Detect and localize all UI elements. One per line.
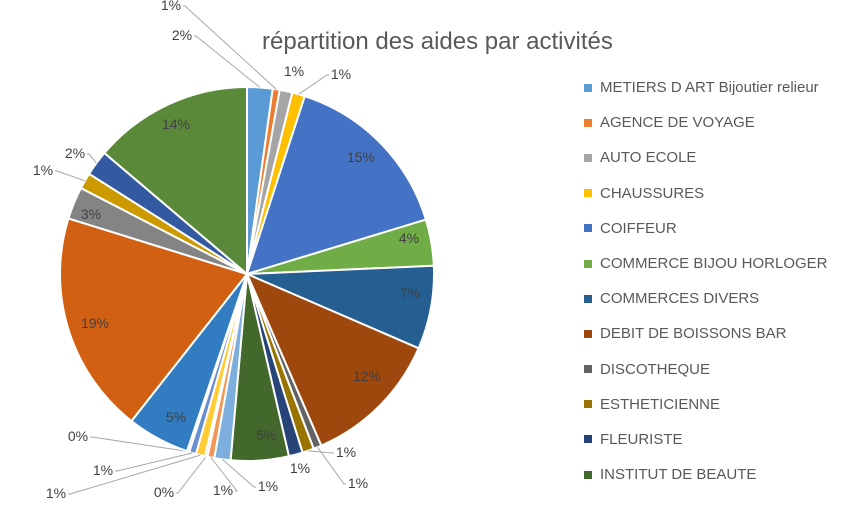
legend-label: CHAUSSURES [600,184,705,202]
legend-item: AGENCE DE VOYAGE [584,105,828,140]
data-label-2: 1% [161,0,181,13]
leader-line-16 [68,454,201,495]
data-label-14: 1% [213,482,233,498]
data-label-13: 1% [258,478,278,494]
legend-swatch [584,400,592,409]
legend-item: FLEURISTE [584,422,828,457]
legend-label: ESTHETICIENNE [600,395,721,413]
legend-swatch [584,224,592,233]
data-label-9: 1% [348,475,368,491]
data-label-3: 1% [284,63,304,79]
data-label-24: 14% [162,116,190,132]
legend-label: AGENCE DE VOYAGE [600,114,755,132]
leader-line-18 [90,436,189,452]
legend-item: COMMERCE BIJOU HORLOGER [584,246,828,281]
data-label-23: 2% [65,145,85,161]
legend-item: ESTHETICIENNE [584,387,828,422]
legend-item: CHAUSSURES [584,176,828,211]
legend-swatch [584,118,592,127]
leader-line-2 [183,5,277,90]
leader-line-1 [194,35,261,88]
leader-line-23 [87,153,97,164]
legend-swatch [584,83,592,92]
data-label-20: 19% [81,315,109,331]
legend-swatch [584,153,592,162]
leader-line-10 [308,450,334,454]
data-label-18: 0% [68,428,88,444]
data-label-11: 1% [290,460,310,476]
leader-line-4 [298,74,329,95]
leader-line-15 [176,456,207,494]
legend-item: COIFFEUR [584,211,828,246]
legend-swatch [584,189,592,198]
legend-label: INSTITUT DE BEAUTE [600,466,757,484]
pie-slice-24 [103,85,248,277]
leader-line-17 [115,452,193,472]
legend-label: FLEURISTE [600,430,683,448]
legend-swatch [584,329,592,338]
data-label-19: 5% [166,409,186,425]
pie-slice-20 [58,217,249,423]
chart-title: répartition des aides par activités [262,28,613,55]
data-label-15: 0% [154,484,174,500]
data-label-21: 3% [81,206,101,222]
leader-line-13 [222,459,256,488]
legend-item: DISCOTHEQUE [584,352,828,387]
data-label-7: 7% [400,285,420,301]
legend-item: METIERS D ART Bijoutier relieur [584,70,828,105]
legend-label: COIFFEUR [600,219,677,237]
pie-slice-8 [245,272,420,447]
data-label-22: 1% [33,162,53,178]
pie-slice-5 [245,94,428,276]
data-label-12: 5% [256,427,276,443]
legend-item: DEBIT DE BOISSONS BAR [584,316,828,351]
legend-label: METIERS D ART Bijoutier relieur [600,79,819,97]
legend-label: DISCOTHEQUE [600,360,711,378]
leader-line-22 [55,170,86,182]
data-label-8: 12% [353,368,381,384]
chart-legend: METIERS D ART Bijoutier relieur AGENCE DE… [584,70,828,492]
legend-label: AUTO ECOLE [600,149,697,167]
legend-swatch [584,435,592,444]
legend-swatch [584,294,592,303]
data-label-4: 1% [331,66,351,82]
legend-item: COMMERCES DIVERS [584,281,828,316]
data-label-16: 1% [46,485,66,501]
data-label-17: 1% [93,462,113,478]
legend-item: INSTITUT DE BEAUTE [584,457,828,492]
data-label-1: 2% [172,27,192,43]
leader-line-9 [317,446,346,485]
leader-line-14 [210,457,239,492]
legend-item: AUTO ECOLE [584,140,828,175]
legend-swatch [584,470,592,479]
data-label-5: 15% [347,149,375,165]
legend-label: DEBIT DE BOISSONS BAR [600,325,787,343]
legend-label: COMMERCE BIJOU HORLOGER [600,255,828,273]
legend-label: COMMERCES DIVERS [600,290,760,308]
legend-swatch [584,365,592,374]
data-label-6: 4% [399,230,419,246]
data-label-10: 1% [336,444,356,460]
legend-swatch [584,259,592,268]
